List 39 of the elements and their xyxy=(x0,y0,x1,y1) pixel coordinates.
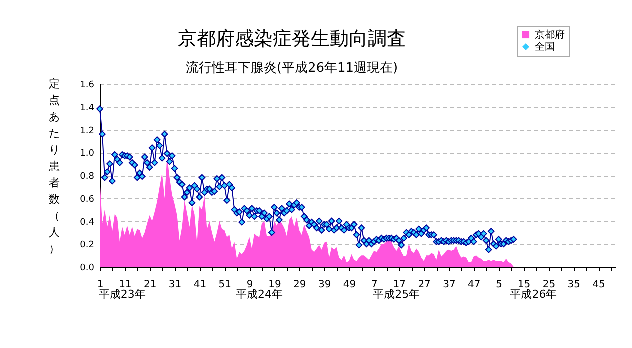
x-tick-label: 7 xyxy=(372,280,378,290)
text: 定点あたり患者数（人） xyxy=(49,78,60,256)
text: 平成25年 xyxy=(373,288,420,301)
x-tick-label: 47 xyxy=(468,280,481,290)
x-tick-label: 27 xyxy=(418,280,431,290)
y-tick-label: 0.8 xyxy=(80,172,95,182)
x-tick-label: 41 xyxy=(194,280,207,290)
y-tick-label: 0.2 xyxy=(80,240,94,251)
x-tick-label: 19 xyxy=(268,280,282,290)
x-tick-label: 15 xyxy=(518,280,531,290)
y-tick-label: 0.4 xyxy=(80,218,95,228)
text: 平成26年 xyxy=(510,288,558,301)
x-tick-label: 25 xyxy=(542,280,556,290)
y-tick-label: 1.6 xyxy=(80,80,95,90)
legend-label: 全国 xyxy=(535,41,555,53)
x-tick-label: 31 xyxy=(168,280,182,290)
x-tick-label: 1 xyxy=(97,280,104,290)
x-tick-label: 17 xyxy=(393,280,406,290)
x-tick-label: 49 xyxy=(343,280,356,290)
x-tick-label: 51 xyxy=(218,280,232,290)
y-tick-label: 0.6 xyxy=(80,194,95,205)
x-tick-label: 5 xyxy=(496,280,503,290)
x-tick-label: 9 xyxy=(246,280,254,290)
x-tick-label: 35 xyxy=(568,280,580,290)
x-tick-label: 37 xyxy=(443,280,456,290)
y-tick-label: 1.2 xyxy=(80,126,94,136)
legend-label: 京都府 xyxy=(535,29,565,41)
y-tick-label: 1.4 xyxy=(80,103,95,114)
x-tick-label: 11 xyxy=(119,280,132,290)
y-tick-label: 1.0 xyxy=(80,149,95,160)
chart-title: 京都府感染症発生動向調査 xyxy=(178,28,406,50)
x-tick-label: 45 xyxy=(592,280,606,290)
x-tick-label: 21 xyxy=(144,280,157,290)
text: 平成24年 xyxy=(236,288,284,301)
text: 平成23年 xyxy=(98,288,146,301)
x-tick-label: 39 xyxy=(318,280,332,290)
x-tick-label: 29 xyxy=(294,280,306,290)
chart-subtitle: 流行性耳下腺炎(平成26年11週現在) xyxy=(186,60,398,76)
y-tick-label: 0.0 xyxy=(80,264,95,274)
